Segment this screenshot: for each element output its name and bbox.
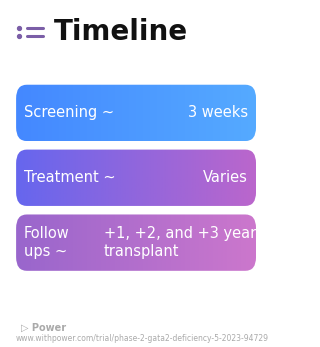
- Text: ▷ Power: ▷ Power: [21, 323, 67, 333]
- Text: +1, +2, and +3 years post-
transplant: +1, +2, and +3 years post- transplant: [104, 227, 306, 259]
- Text: Screening ~: Screening ~: [24, 105, 114, 120]
- Text: 3 weeks: 3 weeks: [188, 105, 248, 120]
- Text: Timeline: Timeline: [53, 18, 188, 46]
- Text: www.withpower.com/trial/phase-2-gata2-deficiency-5-2023-94729: www.withpower.com/trial/phase-2-gata2-de…: [16, 333, 269, 342]
- Text: Varies: Varies: [203, 170, 248, 185]
- Text: Follow
ups ~: Follow ups ~: [24, 227, 70, 259]
- Text: Treatment ~: Treatment ~: [24, 170, 116, 185]
